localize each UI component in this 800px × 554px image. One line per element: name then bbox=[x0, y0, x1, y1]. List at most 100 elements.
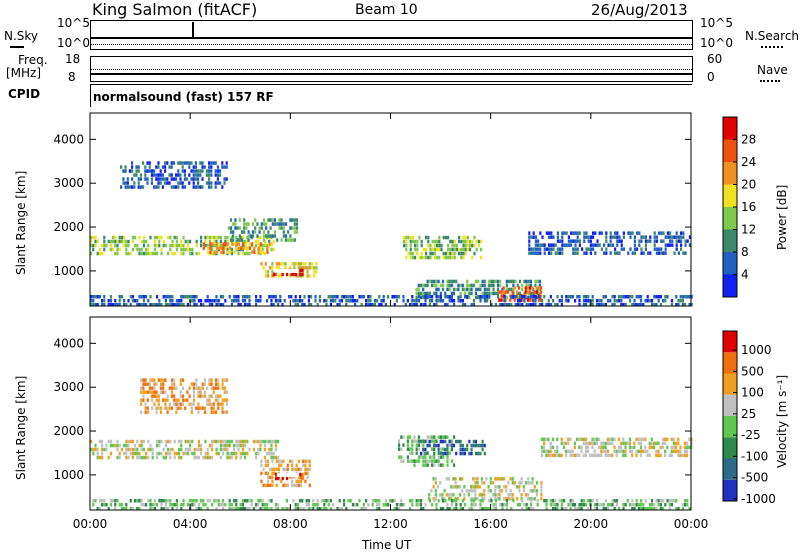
echo-cell bbox=[140, 443, 143, 448]
echo-cell bbox=[474, 497, 477, 501]
echo-cell bbox=[217, 439, 220, 444]
echo-cell bbox=[120, 447, 123, 452]
echo-cell bbox=[209, 246, 212, 250]
echo-cell bbox=[569, 499, 572, 503]
echo-cell bbox=[295, 262, 298, 266]
echo-cell bbox=[200, 303, 203, 307]
plot-frame bbox=[89, 112, 692, 307]
echo-cell bbox=[447, 243, 450, 248]
echo-cell bbox=[679, 453, 682, 458]
echo-cell bbox=[611, 453, 614, 458]
echo-cell bbox=[466, 283, 469, 288]
echo-cell bbox=[293, 483, 296, 488]
echo-cell bbox=[144, 390, 147, 394]
echo-cell bbox=[253, 250, 256, 254]
echo-cell bbox=[316, 503, 319, 507]
echo-cell bbox=[393, 499, 396, 503]
echo-cell bbox=[584, 441, 587, 446]
echo-cell bbox=[167, 303, 170, 307]
echo-cell bbox=[402, 299, 405, 303]
echo-cell bbox=[131, 447, 134, 452]
echo-cell bbox=[233, 447, 236, 452]
echo-cell bbox=[653, 441, 656, 446]
echo-cell bbox=[432, 497, 435, 501]
echo-cell bbox=[640, 295, 643, 299]
echo-cell bbox=[469, 247, 472, 252]
echo-cell bbox=[424, 503, 427, 507]
echo-cell bbox=[245, 222, 248, 226]
echo-cell bbox=[206, 451, 209, 456]
echo-cell bbox=[305, 499, 308, 503]
echo-cell bbox=[216, 165, 219, 169]
echo-cell bbox=[464, 243, 467, 248]
echo-cell bbox=[463, 287, 467, 292]
echo-cell bbox=[491, 481, 495, 485]
echo-cell bbox=[480, 493, 484, 497]
echo-cell bbox=[466, 447, 469, 452]
echo-cell bbox=[536, 295, 539, 300]
echo-cell bbox=[591, 437, 594, 442]
echo-cell bbox=[438, 235, 441, 240]
echo-cell bbox=[164, 169, 167, 173]
echo-cell bbox=[653, 303, 656, 307]
echo-cell bbox=[301, 499, 304, 503]
echo-cell bbox=[199, 386, 202, 390]
echo-cell bbox=[679, 299, 682, 303]
echo-cell bbox=[507, 493, 510, 497]
echo-cell bbox=[471, 255, 474, 260]
echo-cell bbox=[547, 437, 550, 442]
echo-cell bbox=[262, 238, 266, 242]
echo-cell bbox=[226, 439, 229, 444]
echo-cell bbox=[556, 507, 559, 511]
echo-cell bbox=[247, 234, 250, 238]
echo-cell bbox=[660, 251, 663, 255]
echo-cell bbox=[466, 243, 469, 248]
echo-cell bbox=[376, 499, 379, 503]
echo-cell bbox=[257, 299, 260, 303]
echo-cell bbox=[280, 262, 283, 266]
echo-cell bbox=[464, 503, 467, 507]
echo-cell bbox=[450, 439, 453, 443]
echo-cell bbox=[512, 295, 515, 299]
echo-cell bbox=[439, 291, 442, 296]
echo-cell bbox=[467, 493, 470, 497]
echo-cell bbox=[470, 507, 473, 511]
echo-cell bbox=[208, 455, 211, 460]
echo-cell bbox=[263, 455, 266, 460]
echo-cell bbox=[279, 295, 282, 299]
echo-cell bbox=[92, 299, 95, 303]
echo-cell bbox=[213, 239, 216, 244]
echo-cell bbox=[554, 303, 557, 307]
echo-cell bbox=[264, 274, 267, 278]
echo-cell bbox=[453, 243, 456, 248]
echo-cell bbox=[362, 507, 365, 511]
echo-cell bbox=[417, 439, 420, 443]
echo-cell bbox=[222, 503, 225, 507]
echo-cell bbox=[203, 382, 207, 386]
echo-cell bbox=[549, 303, 552, 307]
echo-cell bbox=[308, 262, 311, 266]
echo-cell bbox=[226, 235, 229, 240]
echo-cell bbox=[139, 173, 142, 177]
echo-cell bbox=[156, 443, 159, 448]
echo-cell bbox=[378, 503, 381, 507]
echo-cell bbox=[230, 439, 233, 444]
echo-cell bbox=[211, 303, 214, 307]
echo-cell bbox=[500, 477, 503, 481]
echo-cell bbox=[536, 503, 539, 507]
echo-cell bbox=[413, 439, 416, 443]
echo-cell bbox=[131, 165, 134, 169]
echo-cell bbox=[429, 243, 432, 248]
echo-cell bbox=[173, 303, 176, 307]
echo-cell bbox=[607, 507, 610, 511]
echo-cell bbox=[376, 299, 379, 303]
echo-cell bbox=[327, 295, 330, 299]
echo-cell bbox=[633, 243, 636, 247]
echo-cell bbox=[541, 243, 544, 247]
echo-cell bbox=[146, 161, 149, 165]
echo-cell bbox=[534, 243, 537, 247]
echo-cell bbox=[116, 239, 119, 244]
echo-cell bbox=[380, 299, 383, 303]
echo-cell bbox=[149, 499, 152, 503]
echo-cell bbox=[327, 503, 330, 507]
